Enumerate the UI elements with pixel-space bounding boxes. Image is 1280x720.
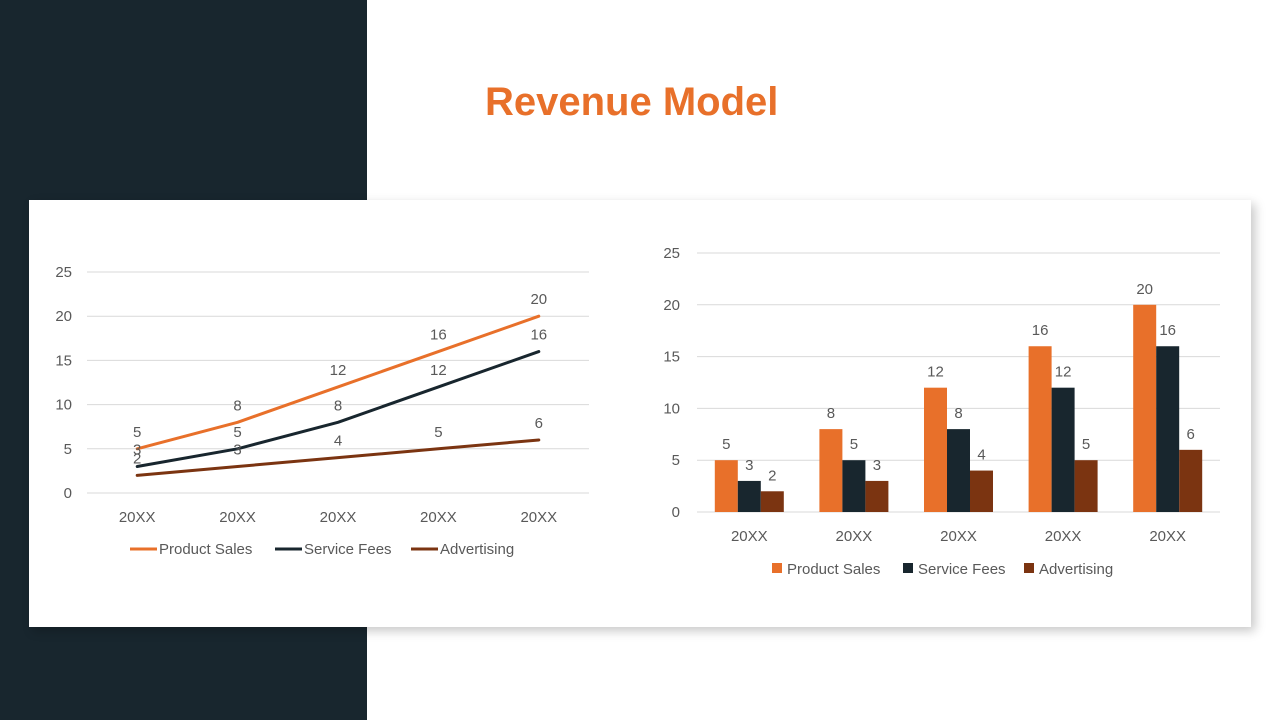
bar-legend-swatch bbox=[772, 563, 782, 573]
bar-data-label: 20 bbox=[1136, 281, 1153, 298]
line-legend-label: Advertising bbox=[440, 541, 514, 558]
line-x-tick-label: 20XX bbox=[520, 509, 557, 526]
line-data-label: 4 bbox=[334, 433, 342, 450]
bar-series-0-bar bbox=[1133, 304, 1157, 512]
line-y-tick-label: 20 bbox=[55, 308, 72, 325]
bar-y-tick-label: 5 bbox=[672, 452, 680, 469]
bar-series-0-bar bbox=[924, 387, 947, 512]
line-data-label: 8 bbox=[334, 397, 342, 414]
bar-x-tick-label: 20XX bbox=[731, 528, 768, 545]
line-data-label: 8 bbox=[233, 397, 241, 414]
bar-series-2-bar bbox=[1074, 460, 1098, 512]
bar-data-label: 12 bbox=[1055, 364, 1072, 381]
line-y-tick-label: 5 bbox=[64, 441, 72, 458]
bar-data-label: 8 bbox=[827, 405, 835, 422]
line-y-tick-label: 0 bbox=[64, 485, 72, 502]
line-data-label: 5 bbox=[233, 424, 241, 441]
bar-y-tick-label: 0 bbox=[672, 504, 680, 521]
bar-legend-swatch bbox=[1024, 563, 1034, 573]
line-y-tick-label: 15 bbox=[55, 352, 72, 369]
line-legend-label: Service Fees bbox=[304, 541, 392, 558]
bar-y-tick-label: 25 bbox=[663, 245, 680, 262]
bar-data-label: 6 bbox=[1187, 426, 1195, 443]
bar-series-0-bar bbox=[1028, 346, 1052, 512]
bar-series-1-bar bbox=[842, 460, 866, 512]
bar-y-tick-label: 20 bbox=[663, 297, 680, 314]
bar-series-2-bar bbox=[1179, 449, 1203, 512]
line-series-1 bbox=[135, 350, 541, 468]
line-data-label: 3 bbox=[233, 441, 241, 458]
line-x-tick-label: 20XX bbox=[420, 509, 457, 526]
bar-series-2-bar bbox=[865, 480, 889, 512]
line-series-2 bbox=[135, 438, 541, 477]
line-x-tick-label: 20XX bbox=[320, 509, 357, 526]
bar-series-0-bar bbox=[714, 460, 738, 512]
bar-x-tick-label: 20XX bbox=[1149, 528, 1186, 545]
line-data-label: 6 bbox=[535, 415, 543, 432]
bar-data-label: 2 bbox=[768, 467, 776, 484]
bar-series-1-bar bbox=[737, 480, 761, 512]
bar-data-label: 4 bbox=[977, 447, 985, 464]
line-data-label: 20 bbox=[530, 291, 547, 308]
bar-data-label: 5 bbox=[722, 436, 730, 453]
bar-series-1-bar bbox=[1051, 387, 1075, 512]
line-data-label: 12 bbox=[430, 362, 447, 379]
bar-data-label: 16 bbox=[1159, 322, 1176, 339]
bar-data-label: 16 bbox=[1032, 322, 1049, 339]
bar-legend-label: Service Fees bbox=[918, 561, 1006, 578]
line-data-label: 16 bbox=[430, 327, 447, 344]
bar-series-2-bar bbox=[760, 491, 784, 512]
bar-series-0-bar bbox=[819, 429, 843, 512]
bar-y-tick-label: 15 bbox=[663, 349, 680, 366]
bar-data-label: 8 bbox=[954, 405, 962, 422]
line-data-label: 2 bbox=[133, 450, 141, 467]
line-x-tick-label: 20XX bbox=[219, 509, 256, 526]
bar-data-label: 5 bbox=[850, 436, 858, 453]
line-data-label: 5 bbox=[133, 424, 141, 441]
bar-legend-swatch bbox=[903, 563, 913, 573]
line-data-label: 16 bbox=[530, 327, 547, 344]
bar-data-label: 12 bbox=[927, 364, 944, 381]
line-legend-label: Product Sales bbox=[159, 541, 252, 558]
bar-series-1-bar bbox=[1156, 346, 1180, 512]
bar-x-tick-label: 20XX bbox=[836, 528, 873, 545]
slide-title: Revenue Model bbox=[485, 80, 779, 124]
bar-legend-label: Product Sales bbox=[787, 561, 880, 578]
line-x-tick-label: 20XX bbox=[119, 509, 156, 526]
line-data-label: 5 bbox=[434, 424, 442, 441]
bar-legend-label: Advertising bbox=[1039, 561, 1113, 578]
bar-series-1-bar bbox=[947, 429, 970, 512]
line-series-0 bbox=[135, 314, 541, 451]
bar-data-label: 3 bbox=[873, 457, 881, 474]
bar-data-label: 3 bbox=[745, 457, 753, 474]
bar-series-2-bar bbox=[970, 470, 993, 512]
bar-data-label: 5 bbox=[1082, 436, 1090, 453]
line-y-tick-label: 10 bbox=[55, 397, 72, 414]
line-data-label: 3 bbox=[133, 441, 141, 458]
line-y-tick-label: 25 bbox=[55, 264, 72, 281]
line-data-label: 12 bbox=[330, 362, 347, 379]
bar-x-tick-label: 20XX bbox=[1045, 528, 1082, 545]
bar-y-tick-label: 10 bbox=[663, 400, 680, 417]
bar-x-tick-label: 20XX bbox=[940, 528, 977, 545]
